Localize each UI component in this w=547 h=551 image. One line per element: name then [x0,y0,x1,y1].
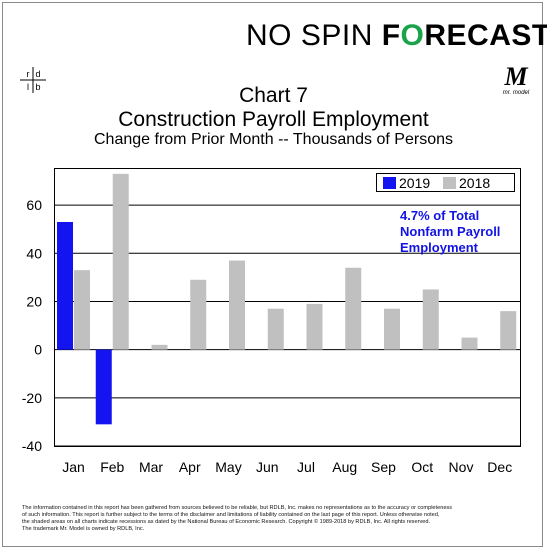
chart-title: Chart 7 [239,84,308,107]
rdlb-logo-l: l [27,82,29,92]
bar-2018-sep [384,308,400,350]
y-tick-label: -40 [22,438,42,454]
bar-2018-jul [306,303,323,350]
x-tick-label: May [215,459,241,475]
legend-swatch-2018 [443,177,456,189]
bar-2018-aug [345,267,362,350]
rdlb-logo-b: b [35,82,40,92]
legend-label-2019: 2019 [399,175,431,191]
rdlb-logo-r: r [27,69,30,79]
bar-2018-may [229,260,245,350]
disclaimer-line: The trademark Mr. Model is owned by RDLB… [22,526,145,532]
bar-2018-jan [74,270,90,350]
bar-2018-mar [151,344,168,350]
brand-rest: RECAST [424,19,547,52]
y-tick-label: 20 [26,293,42,309]
bar-2018-oct [422,289,439,350]
annotation-line: 4.7% of Total [400,208,480,223]
brand-o-arrow: O [400,19,425,52]
x-tick-label: Jan [62,459,85,475]
x-tick-label: Aug [332,459,357,475]
y-tick-label: 40 [26,245,42,261]
x-tick-label: Apr [179,459,201,475]
bar-2018-jun [267,308,284,350]
brand-logo: NO SPIN FORECAST [246,19,547,53]
bar-2018-dec [500,311,517,350]
mr-model-logo-caption: mr. model [503,90,530,96]
bar-2018-nov [461,337,478,350]
chart-subtitle: Construction Payroll Employment [118,108,429,131]
x-tick-label: Mar [139,459,163,475]
plot-area [54,168,521,447]
x-tick-label: Jun [256,459,279,475]
chart-units: Change from Prior Month -- Thousands of … [94,131,453,148]
x-tick-label: Feb [100,459,124,475]
chart-frame [2,2,543,547]
x-tick-label: Nov [449,459,474,475]
y-tick-label: 60 [26,197,42,213]
y-tick-label: -20 [22,390,42,406]
disclaimer-line: of such information. This report is furt… [22,512,440,518]
mr-model-logo-letter: M [503,62,528,91]
x-tick-label: Sep [371,459,396,475]
brand-prefix: NO SPIN [246,19,382,52]
rdlb-logo: r d l b [20,67,46,93]
legend-swatch-2019 [383,177,396,189]
bar-2019-jan [57,221,73,350]
bar-2018-apr [190,279,207,350]
legend: 2019 2018 [376,173,515,192]
share-annotation: 4.7% of Total Nonfarm Payroll Employment [400,208,500,256]
disclaimer-line: the shaded areas on all charts indicate … [22,519,431,525]
bar-2018-feb [112,173,129,350]
y-tick-label: 0 [34,342,42,358]
brand-f: F [381,19,401,52]
legend-label-2018: 2018 [459,175,491,191]
x-tick-label: Jul [297,459,315,475]
disclaimer-line: The information contained in this report… [22,505,453,511]
disclaimer: The information contained in this report… [22,505,532,533]
x-tick-label: Oct [411,459,433,475]
annotation-line: Employment [400,240,479,255]
mr-model-logo: M mr. model [503,62,530,96]
x-tick-label: Dec [487,459,512,475]
bar-2019-feb [95,349,112,425]
annotation-line: Nonfarm Payroll [400,224,501,239]
rdlb-logo-d: d [35,69,40,79]
